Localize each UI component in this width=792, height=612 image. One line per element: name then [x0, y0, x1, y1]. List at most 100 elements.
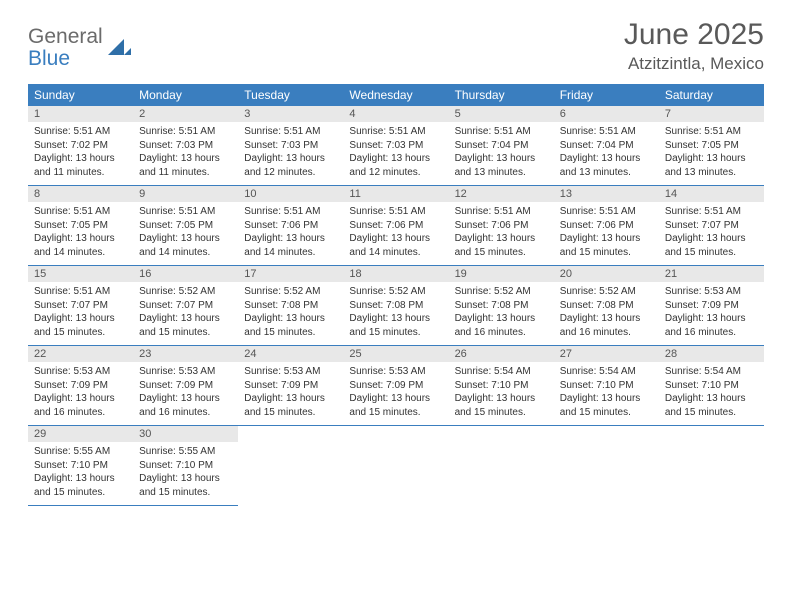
calendar-cell: 22Sunrise: 5:53 AMSunset: 7:09 PMDayligh… — [28, 346, 133, 426]
day-details: Sunrise: 5:52 AMSunset: 7:08 PMDaylight:… — [238, 282, 343, 345]
day-details: Sunrise: 5:51 AMSunset: 7:04 PMDaylight:… — [449, 122, 554, 185]
day-number: 5 — [449, 106, 554, 122]
calendar-cell: 18Sunrise: 5:52 AMSunset: 7:08 PMDayligh… — [343, 266, 448, 346]
day-number: 30 — [133, 426, 238, 442]
column-header: Tuesday — [238, 84, 343, 106]
day-details: Sunrise: 5:51 AMSunset: 7:03 PMDaylight:… — [238, 122, 343, 185]
calendar-cell: 6Sunrise: 5:51 AMSunset: 7:04 PMDaylight… — [554, 106, 659, 186]
day-number: 23 — [133, 346, 238, 362]
calendar-cell: 28Sunrise: 5:54 AMSunset: 7:10 PMDayligh… — [659, 346, 764, 426]
day-number: 13 — [554, 186, 659, 202]
day-number: 26 — [449, 346, 554, 362]
day-number: 29 — [28, 426, 133, 442]
calendar-cell: 3Sunrise: 5:51 AMSunset: 7:03 PMDaylight… — [238, 106, 343, 186]
calendar-cell: 1Sunrise: 5:51 AMSunset: 7:02 PMDaylight… — [28, 106, 133, 186]
column-header: Wednesday — [343, 84, 448, 106]
day-number: 21 — [659, 266, 764, 282]
calendar-cell: 17Sunrise: 5:52 AMSunset: 7:08 PMDayligh… — [238, 266, 343, 346]
calendar-cell: 13Sunrise: 5:51 AMSunset: 7:06 PMDayligh… — [554, 186, 659, 266]
calendar-cell: 12Sunrise: 5:51 AMSunset: 7:06 PMDayligh… — [449, 186, 554, 266]
day-number: 24 — [238, 346, 343, 362]
day-number: 6 — [554, 106, 659, 122]
day-details: Sunrise: 5:53 AMSunset: 7:09 PMDaylight:… — [659, 282, 764, 345]
day-details: Sunrise: 5:53 AMSunset: 7:09 PMDaylight:… — [133, 362, 238, 425]
column-header: Sunday — [28, 84, 133, 106]
calendar-cell: 2Sunrise: 5:51 AMSunset: 7:03 PMDaylight… — [133, 106, 238, 186]
calendar-cell — [343, 426, 448, 506]
calendar-cell: 27Sunrise: 5:54 AMSunset: 7:10 PMDayligh… — [554, 346, 659, 426]
day-details: Sunrise: 5:52 AMSunset: 7:08 PMDaylight:… — [449, 282, 554, 345]
day-details: Sunrise: 5:51 AMSunset: 7:03 PMDaylight:… — [133, 122, 238, 185]
column-header: Monday — [133, 84, 238, 106]
day-number: 10 — [238, 186, 343, 202]
day-number: 19 — [449, 266, 554, 282]
day-number: 15 — [28, 266, 133, 282]
header: General Blue June 2025 Atzitzintla, Mexi… — [28, 18, 764, 74]
day-details: Sunrise: 5:52 AMSunset: 7:08 PMDaylight:… — [343, 282, 448, 345]
day-number: 22 — [28, 346, 133, 362]
day-number: 8 — [28, 186, 133, 202]
day-details: Sunrise: 5:51 AMSunset: 7:07 PMDaylight:… — [659, 202, 764, 265]
calendar-cell: 19Sunrise: 5:52 AMSunset: 7:08 PMDayligh… — [449, 266, 554, 346]
day-details: Sunrise: 5:54 AMSunset: 7:10 PMDaylight:… — [449, 362, 554, 425]
day-number: 14 — [659, 186, 764, 202]
logo-text-general: General — [28, 25, 103, 48]
calendar-cell: 16Sunrise: 5:52 AMSunset: 7:07 PMDayligh… — [133, 266, 238, 346]
day-number: 20 — [554, 266, 659, 282]
calendar-cell: 11Sunrise: 5:51 AMSunset: 7:06 PMDayligh… — [343, 186, 448, 266]
calendar-cell: 29Sunrise: 5:55 AMSunset: 7:10 PMDayligh… — [28, 426, 133, 506]
day-number: 1 — [28, 106, 133, 122]
calendar-table: SundayMondayTuesdayWednesdayThursdayFrid… — [28, 84, 764, 506]
calendar-cell: 15Sunrise: 5:51 AMSunset: 7:07 PMDayligh… — [28, 266, 133, 346]
calendar-cell: 9Sunrise: 5:51 AMSunset: 7:05 PMDaylight… — [133, 186, 238, 266]
logo: General Blue — [28, 18, 132, 69]
day-details: Sunrise: 5:51 AMSunset: 7:05 PMDaylight:… — [133, 202, 238, 265]
day-number: 7 — [659, 106, 764, 122]
column-header: Friday — [554, 84, 659, 106]
day-number: 2 — [133, 106, 238, 122]
day-number: 3 — [238, 106, 343, 122]
day-details: Sunrise: 5:51 AMSunset: 7:04 PMDaylight:… — [554, 122, 659, 185]
calendar-cell: 4Sunrise: 5:51 AMSunset: 7:03 PMDaylight… — [343, 106, 448, 186]
calendar-cell: 10Sunrise: 5:51 AMSunset: 7:06 PMDayligh… — [238, 186, 343, 266]
calendar-cell: 5Sunrise: 5:51 AMSunset: 7:04 PMDaylight… — [449, 106, 554, 186]
calendar-cell: 24Sunrise: 5:53 AMSunset: 7:09 PMDayligh… — [238, 346, 343, 426]
day-details: Sunrise: 5:53 AMSunset: 7:09 PMDaylight:… — [238, 362, 343, 425]
location-label: Atzitzintla, Mexico — [624, 54, 764, 74]
calendar-cell — [449, 426, 554, 506]
column-header: Thursday — [449, 84, 554, 106]
day-number: 11 — [343, 186, 448, 202]
day-number: 28 — [659, 346, 764, 362]
day-number: 27 — [554, 346, 659, 362]
calendar-cell: 25Sunrise: 5:53 AMSunset: 7:09 PMDayligh… — [343, 346, 448, 426]
day-details: Sunrise: 5:52 AMSunset: 7:08 PMDaylight:… — [554, 282, 659, 345]
day-number: 25 — [343, 346, 448, 362]
calendar-cell: 21Sunrise: 5:53 AMSunset: 7:09 PMDayligh… — [659, 266, 764, 346]
calendar-cell: 7Sunrise: 5:51 AMSunset: 7:05 PMDaylight… — [659, 106, 764, 186]
day-details: Sunrise: 5:53 AMSunset: 7:09 PMDaylight:… — [28, 362, 133, 425]
day-details: Sunrise: 5:54 AMSunset: 7:10 PMDaylight:… — [659, 362, 764, 425]
calendar-cell: 30Sunrise: 5:55 AMSunset: 7:10 PMDayligh… — [133, 426, 238, 506]
day-details: Sunrise: 5:55 AMSunset: 7:10 PMDaylight:… — [133, 442, 238, 505]
day-number: 12 — [449, 186, 554, 202]
day-details: Sunrise: 5:51 AMSunset: 7:06 PMDaylight:… — [449, 202, 554, 265]
calendar-cell: 23Sunrise: 5:53 AMSunset: 7:09 PMDayligh… — [133, 346, 238, 426]
page-title: June 2025 — [624, 18, 764, 52]
day-details: Sunrise: 5:51 AMSunset: 7:06 PMDaylight:… — [554, 202, 659, 265]
calendar-cell: 20Sunrise: 5:52 AMSunset: 7:08 PMDayligh… — [554, 266, 659, 346]
day-number: 18 — [343, 266, 448, 282]
day-details: Sunrise: 5:51 AMSunset: 7:05 PMDaylight:… — [659, 122, 764, 185]
calendar-cell — [238, 426, 343, 506]
day-details: Sunrise: 5:51 AMSunset: 7:03 PMDaylight:… — [343, 122, 448, 185]
day-details: Sunrise: 5:51 AMSunset: 7:02 PMDaylight:… — [28, 122, 133, 185]
day-details: Sunrise: 5:53 AMSunset: 7:09 PMDaylight:… — [343, 362, 448, 425]
day-number: 16 — [133, 266, 238, 282]
calendar-cell: 8Sunrise: 5:51 AMSunset: 7:05 PMDaylight… — [28, 186, 133, 266]
calendar-cell — [554, 426, 659, 506]
day-details: Sunrise: 5:51 AMSunset: 7:05 PMDaylight:… — [28, 202, 133, 265]
day-details: Sunrise: 5:55 AMSunset: 7:10 PMDaylight:… — [28, 442, 133, 505]
day-details: Sunrise: 5:54 AMSunset: 7:10 PMDaylight:… — [554, 362, 659, 425]
day-number: 4 — [343, 106, 448, 122]
day-details: Sunrise: 5:51 AMSunset: 7:07 PMDaylight:… — [28, 282, 133, 345]
day-details: Sunrise: 5:52 AMSunset: 7:07 PMDaylight:… — [133, 282, 238, 345]
